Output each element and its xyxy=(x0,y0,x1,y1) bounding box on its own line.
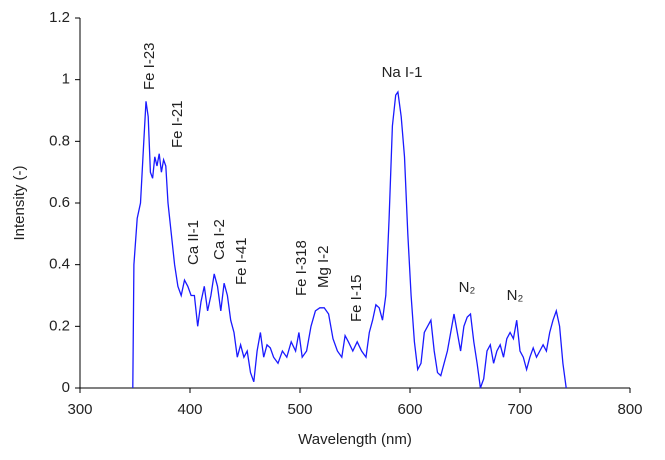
x-tick-label: 500 xyxy=(287,401,312,418)
peak-label: N₂ xyxy=(459,279,476,296)
y-tick-label: 0.2 xyxy=(49,317,70,334)
peak-label: Fe I-15 xyxy=(348,274,365,322)
peak-label: Fe I-21 xyxy=(169,100,186,148)
peak-label: Fe I-23 xyxy=(141,42,158,90)
peak-label: Ca I-2 xyxy=(211,219,228,260)
y-tick-label: 0 xyxy=(62,379,70,396)
x-tick-label: 700 xyxy=(507,401,532,418)
x-tick-label: 800 xyxy=(617,401,642,418)
peak-label: Na I-1 xyxy=(382,64,423,81)
peak-label: N₂ xyxy=(507,287,524,304)
x-tick-label: 400 xyxy=(177,401,202,418)
peak-label: Ca II-1 xyxy=(185,220,202,265)
x-tick-label: 600 xyxy=(397,401,422,418)
peak-label: Fe I-41 xyxy=(233,237,250,285)
x-axis-label: Wavelength (nm) xyxy=(298,431,412,448)
spectrum-line xyxy=(132,90,567,389)
peak-label: Fe I-318 xyxy=(293,240,310,296)
peak-label: Mg I-2 xyxy=(315,245,332,288)
y-tick-label: 1 xyxy=(62,71,70,88)
y-axis-label: Intensity (-) xyxy=(11,165,28,240)
y-tick-label: 0.8 xyxy=(49,132,70,149)
y-tick-label: 1.2 xyxy=(49,9,70,26)
y-tick-label: 0.4 xyxy=(49,256,70,273)
y-tick-label: 0.6 xyxy=(49,194,70,211)
x-tick-label: 300 xyxy=(67,401,92,418)
